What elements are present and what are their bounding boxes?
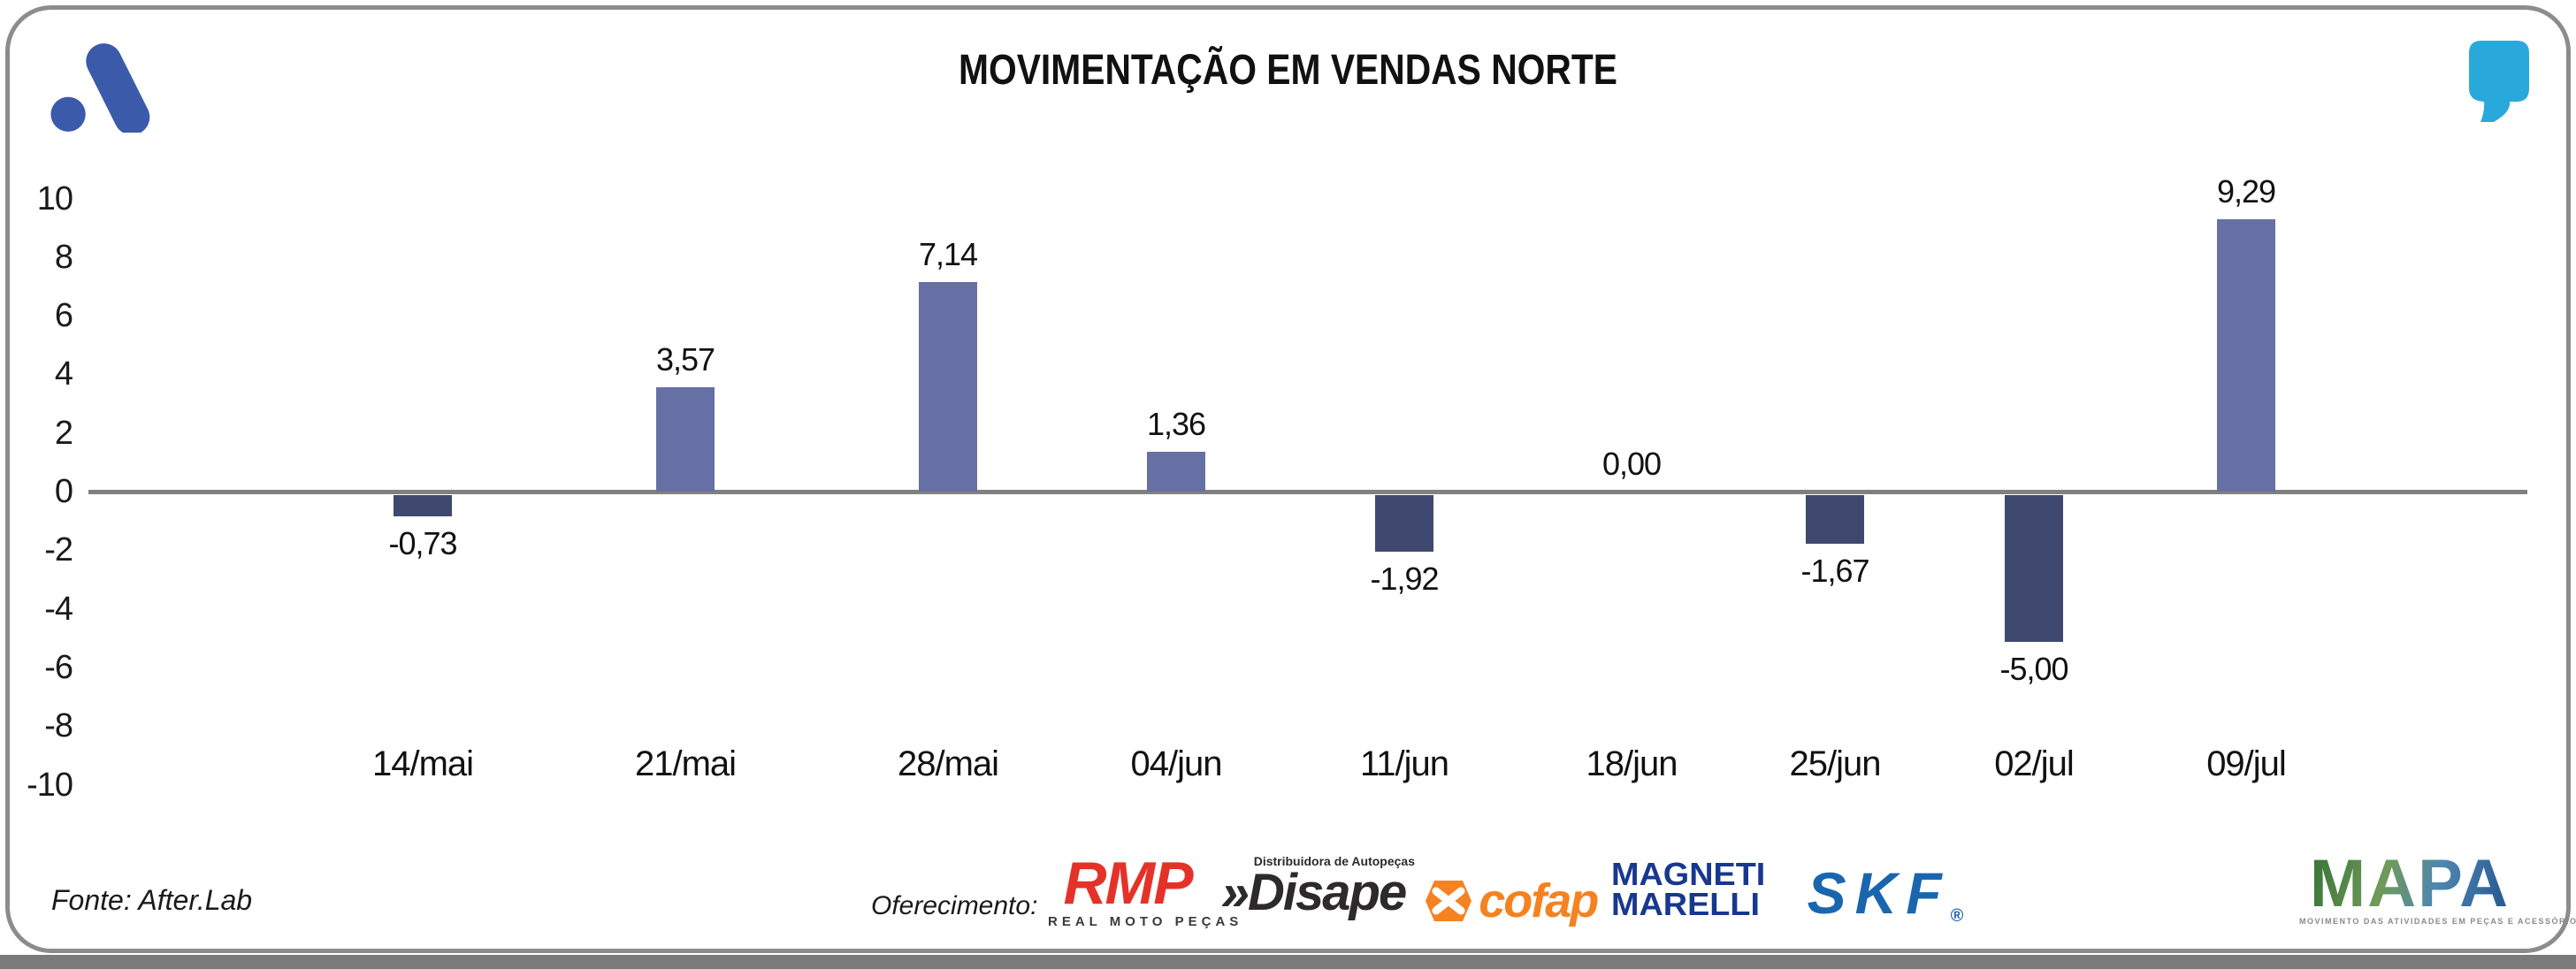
rmp-logo-subtitle: REAL MOTO PEÇAS [1048, 914, 1243, 929]
rmp-logo-text: RMP [1063, 850, 1193, 917]
bar-11/jun [1375, 495, 1433, 552]
x-axis-label: 18/jun [1586, 744, 1678, 783]
y-axis-tick: -4 [44, 590, 73, 628]
sponsor-label: Oferecimento: [871, 891, 1038, 920]
bar-value-label: -1,92 [1370, 560, 1439, 597]
bar-value-label: 0,00 [1601, 446, 1662, 482]
y-axis-tick: -10 [27, 766, 73, 804]
y-axis-tick: 0 [54, 473, 73, 510]
bar-25/jun [1806, 495, 1864, 545]
bar-21/mai [656, 386, 715, 492]
bar-value-label: -1,67 [1800, 553, 1869, 590]
bar-value-label: 7,14 [918, 236, 978, 273]
bar-value-label: 9,29 [2216, 173, 2276, 210]
x-axis-label: 02/jul [1994, 744, 2075, 783]
magneti-line2: MARELLI [1611, 886, 1760, 922]
card-border [5, 5, 2571, 953]
y-axis-tick: -8 [44, 707, 73, 745]
y-axis-tick: 4 [54, 355, 73, 393]
skf-logo-text: SKF [1807, 860, 1951, 926]
skf-logo: SKF® [1779, 859, 1991, 927]
afterlab-logo-icon [50, 43, 150, 133]
cofap-logo-text: cofap [1479, 874, 1599, 927]
x-axis-label: 09/jul [2206, 744, 2287, 783]
bar-value-label: -5,00 [1999, 650, 2068, 687]
bar-chart: 10 8 6 4 2 0 -2 -4 -6 -8 -10 -0,73 14/mai 3,57 21/mai 7… [27, 173, 2527, 804]
rmp-logo: RMP REAL MOTO PEÇAS [1048, 850, 1243, 929]
y-axis-tick: -6 [44, 648, 73, 686]
bar-02/jul [2005, 495, 2063, 642]
zero-axis-line [88, 490, 2527, 494]
x-axis-label: 11/jun [1359, 744, 1449, 783]
y-axis-tick: 6 [54, 297, 73, 335]
bar-14/mai [394, 495, 452, 517]
bar-value-label: -0,73 [388, 525, 457, 562]
x-axis-label: 14/mai [371, 744, 474, 783]
cofap-mark-icon [1425, 881, 1471, 921]
magneti-marelli-logo: MAGNETI MARELLI [1611, 858, 1765, 920]
bottom-edge-bar [0, 955, 2576, 969]
y-axis-tick: 10 [36, 179, 73, 217]
source-note: Fonte: After.Lab [51, 884, 253, 916]
x-axis-label: 04/jun [1130, 744, 1223, 783]
bar-value-label: 3,57 [655, 340, 715, 378]
skf-registered-mark: ® [1950, 906, 1964, 926]
chart-title: MOVIMENTAÇÃO EM VENDAS NORTE [959, 47, 1617, 94]
bar-28/mai [919, 282, 977, 492]
disape-chevrons: » [1220, 864, 1250, 921]
y-axis-tick: 8 [54, 238, 73, 276]
bar-04/jun [1147, 451, 1205, 492]
quote-icon [2469, 41, 2529, 122]
bar-09/jul [2217, 219, 2275, 492]
magneti-line1: MAGNETI [1611, 856, 1766, 892]
disape-logo-text: »Disape [1220, 864, 1407, 921]
x-axis-label: 21/mai [634, 744, 737, 783]
y-axis-tick: 2 [54, 414, 73, 452]
cofap-logo: cofap [1418, 874, 1604, 928]
mapa-logo: MAPA MOVIMENTO DAS ATIVIDADES EM PEÇAS E… [2299, 851, 2576, 927]
mapa-logo-text: MAPA [2299, 851, 2520, 918]
disape-logo-subtitle: Distribuidora de Autopeças [1253, 854, 1415, 868]
disape-logo: Distribuidora de Autopeças »Disape [1212, 854, 1415, 921]
bar-value-label: 1,36 [1146, 405, 1206, 442]
x-axis-label: 25/jun [1789, 744, 1882, 783]
x-axis-label: 28/mai [897, 744, 999, 783]
y-axis-tick: -2 [44, 531, 73, 569]
mapa-logo-tagline: MOVIMENTO DAS ATIVIDADES EM PEÇAS E ACES… [2299, 917, 2576, 926]
